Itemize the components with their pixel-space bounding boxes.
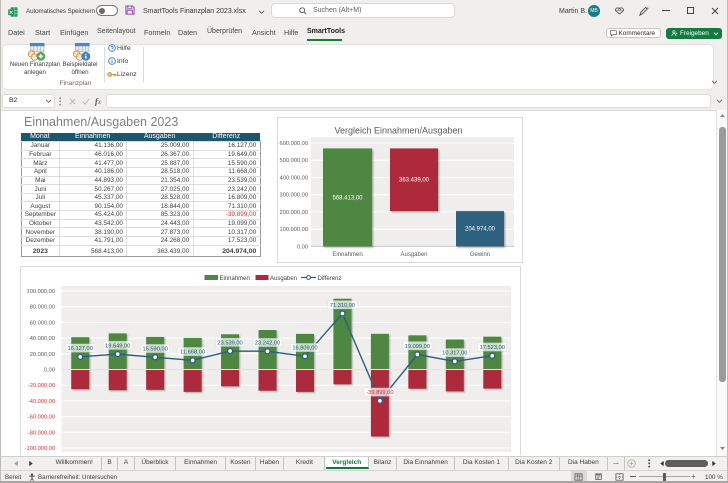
svg-text:-60.000,00: -60.000,00 bbox=[28, 415, 55, 421]
svg-text:20.000,00: 20.000,00 bbox=[30, 352, 55, 358]
svg-text:568.413,00: 568.413,00 bbox=[332, 195, 363, 201]
svg-text:80.000,00: 80.000,00 bbox=[30, 305, 55, 311]
svg-text:204.974,00: 204.974,00 bbox=[465, 227, 496, 233]
svg-text:Vergleich Einnahmen/Ausgaben: Vergleich Einnahmen/Ausgaben bbox=[334, 126, 462, 136]
svg-text:Ausgaben: Ausgaben bbox=[270, 276, 297, 282]
svg-text:16.127,00: 16.127,00 bbox=[68, 346, 93, 352]
svg-text:15.590,00: 15.590,00 bbox=[142, 347, 167, 353]
svg-text:23.242,00: 23.242,00 bbox=[255, 341, 280, 347]
svg-text:-80.000,00: -80.000,00 bbox=[28, 430, 55, 436]
svg-text:Einnahmen: Einnahmen bbox=[332, 252, 362, 258]
svg-text:10.317,00: 10.317,00 bbox=[442, 351, 467, 357]
svg-text:19.649,00: 19.649,00 bbox=[105, 343, 130, 349]
svg-text:Ausgaben: Ausgaben bbox=[400, 252, 427, 258]
svg-text:Differenz: Differenz bbox=[318, 276, 342, 282]
svg-text:363.439,00: 363.439,00 bbox=[399, 178, 430, 184]
svg-text:23.539,00: 23.539,00 bbox=[217, 340, 242, 346]
svg-text:600.000,00: 600.000,00 bbox=[280, 141, 308, 147]
svg-text:500.000,00: 500.000,00 bbox=[280, 158, 308, 164]
svg-text:-40.000,00: -40.000,00 bbox=[28, 399, 55, 405]
svg-text:100.000,00: 100.000,00 bbox=[280, 227, 308, 233]
svg-text:100.000,00: 100.000,00 bbox=[27, 289, 55, 295]
svg-text:0,00: 0,00 bbox=[44, 368, 55, 374]
svg-text:Gewinn: Gewinn bbox=[470, 252, 490, 258]
svg-text:16.809,00: 16.809,00 bbox=[292, 346, 317, 352]
svg-text:19.099,00: 19.099,00 bbox=[405, 344, 430, 350]
svg-text:-100.000,00: -100.000,00 bbox=[25, 446, 55, 452]
svg-text:-20.000,00: -20.000,00 bbox=[28, 383, 55, 389]
svg-text:40.000,00: 40.000,00 bbox=[30, 336, 55, 342]
svg-text:Einnahmen: Einnahmen bbox=[220, 276, 250, 282]
svg-text:17.523,00: 17.523,00 bbox=[480, 345, 505, 351]
svg-text:71.310,00: 71.310,00 bbox=[330, 303, 355, 309]
svg-text:200.000,00: 200.000,00 bbox=[280, 210, 308, 216]
svg-text:60.000,00: 60.000,00 bbox=[30, 320, 55, 326]
svg-text:400.000,00: 400.000,00 bbox=[280, 176, 308, 182]
svg-text:300.000,00: 300.000,00 bbox=[280, 193, 308, 199]
svg-text:-39.899,00: -39.899,00 bbox=[366, 390, 393, 396]
svg-text:0,00: 0,00 bbox=[297, 244, 308, 250]
svg-text:11.668,00: 11.668,00 bbox=[180, 350, 205, 356]
